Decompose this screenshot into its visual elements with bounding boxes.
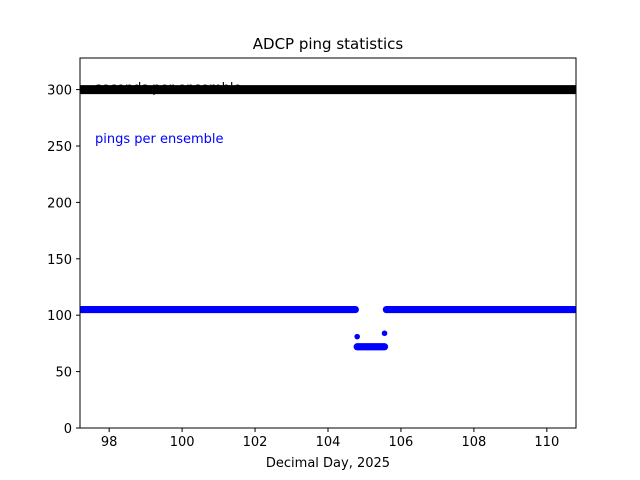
chart-title: ADCP ping statistics [253,35,404,53]
x-tick-label-1: 100 [170,435,195,450]
y-tick-label-2: 100 [47,309,72,324]
x-tick-label-2: 102 [243,435,268,450]
y-tick-label-3: 150 [47,253,72,268]
series-marks [80,85,576,351]
x-tick-label-4: 106 [389,435,414,450]
plot-area [80,85,576,351]
y-tick-label-4: 200 [47,196,72,211]
x-tick-label-0: 98 [101,435,118,450]
x-tick-label-5: 108 [461,435,486,450]
annotation-pings-per-ensemble: pings per ensemble [95,132,224,147]
y-tick-label-1: 50 [55,366,72,381]
series-1-point-1 [381,330,388,337]
y-tick-label-5: 250 [47,140,72,155]
axes: 98 100 102 104 106 108 110 0 50 100 150 200 250 300 [47,84,559,450]
x-tick-label-3: 104 [316,435,341,450]
x-axis-label: Decimal Day, 2025 [266,456,390,471]
plot-frame [79,57,577,429]
y-tick-label-6: 300 [47,84,72,99]
y-tick-label-0: 0 [64,422,72,437]
series-1-point-0 [354,333,360,340]
x-tick-label-6: 110 [534,435,559,450]
annotation-seconds-per-ensemble: seconds per ensemble [95,81,242,96]
